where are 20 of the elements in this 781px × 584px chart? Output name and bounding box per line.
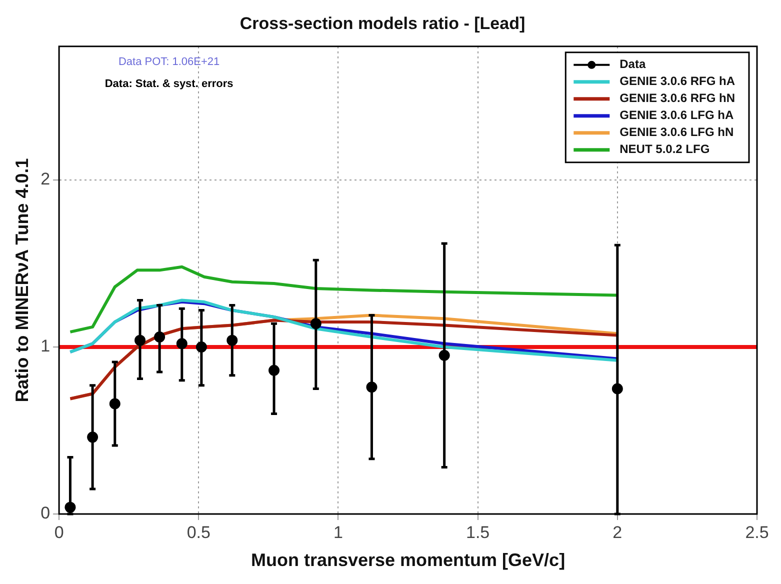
x-tick-label: 1.5: [466, 522, 490, 542]
legend-label: GENIE 3.0.6 RFG hA: [620, 74, 736, 88]
x-tick-label: 0: [54, 522, 64, 542]
legend-label: GENIE 3.0.6 RFG hN: [620, 91, 735, 106]
legend-label: NEUT 5.0.2 LFG: [620, 142, 710, 156]
legend-label: Data: [620, 57, 646, 72]
y-tick-label: 1: [40, 336, 50, 356]
y-axis-title: Ratio to MINERνA Tune 4.0.1: [12, 158, 32, 402]
annotation: Data: Stat. & syst. errors: [104, 78, 234, 90]
x-tick-label: 1: [334, 522, 343, 542]
chart-title: Cross-section models ratio - [Lead]: [240, 14, 526, 33]
y-tick-label: 0: [40, 504, 50, 523]
legend-label: GENIE 3.0.6 LFG hA: [620, 108, 734, 122]
x-tick-label: 0.5: [186, 522, 210, 542]
y-tick-label: 2: [40, 170, 50, 189]
x-axis-title: Muon transverse momentum [GeV/c]: [250, 550, 566, 570]
annotation: Data POT: 1.06E+21: [118, 56, 220, 68]
legend-label: GENIE 3.0.6 LFG hN: [620, 125, 734, 140]
x-tick-label: 2: [612, 522, 622, 542]
x-tick-label: 2.5: [745, 522, 769, 542]
